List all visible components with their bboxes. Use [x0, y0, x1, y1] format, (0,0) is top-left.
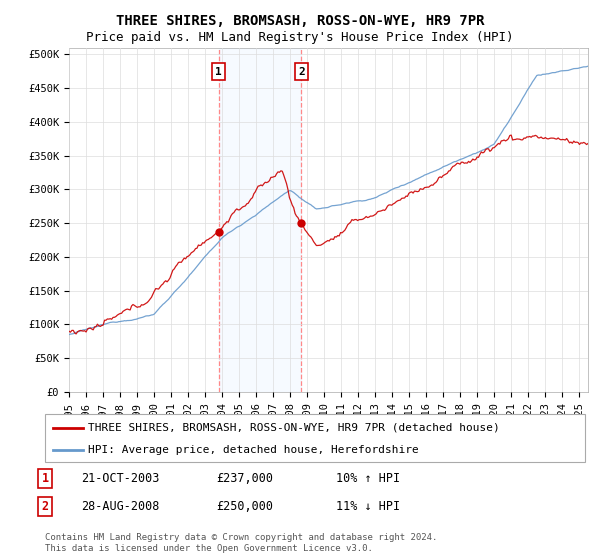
Text: 21-OCT-2003: 21-OCT-2003	[81, 472, 160, 486]
Text: 28-AUG-2008: 28-AUG-2008	[81, 500, 160, 514]
Text: Contains HM Land Registry data © Crown copyright and database right 2024.
This d: Contains HM Land Registry data © Crown c…	[45, 533, 437, 553]
Text: 1: 1	[41, 472, 49, 486]
Text: Price paid vs. HM Land Registry's House Price Index (HPI): Price paid vs. HM Land Registry's House …	[86, 31, 514, 44]
Text: THREE SHIRES, BROMSASH, ROSS-ON-WYE, HR9 7PR: THREE SHIRES, BROMSASH, ROSS-ON-WYE, HR9…	[116, 14, 484, 28]
FancyBboxPatch shape	[45, 414, 585, 462]
Text: 1: 1	[215, 67, 222, 77]
Text: 11% ↓ HPI: 11% ↓ HPI	[336, 500, 400, 514]
Text: THREE SHIRES, BROMSASH, ROSS-ON-WYE, HR9 7PR (detached house): THREE SHIRES, BROMSASH, ROSS-ON-WYE, HR9…	[88, 423, 500, 433]
Bar	[219, 48, 301, 392]
Text: 10% ↑ HPI: 10% ↑ HPI	[336, 472, 400, 486]
Text: HPI: Average price, detached house, Herefordshire: HPI: Average price, detached house, Here…	[88, 445, 419, 455]
Text: 2: 2	[298, 67, 305, 77]
Text: £237,000: £237,000	[216, 472, 273, 486]
Text: £250,000: £250,000	[216, 500, 273, 514]
Text: 2: 2	[41, 500, 49, 514]
